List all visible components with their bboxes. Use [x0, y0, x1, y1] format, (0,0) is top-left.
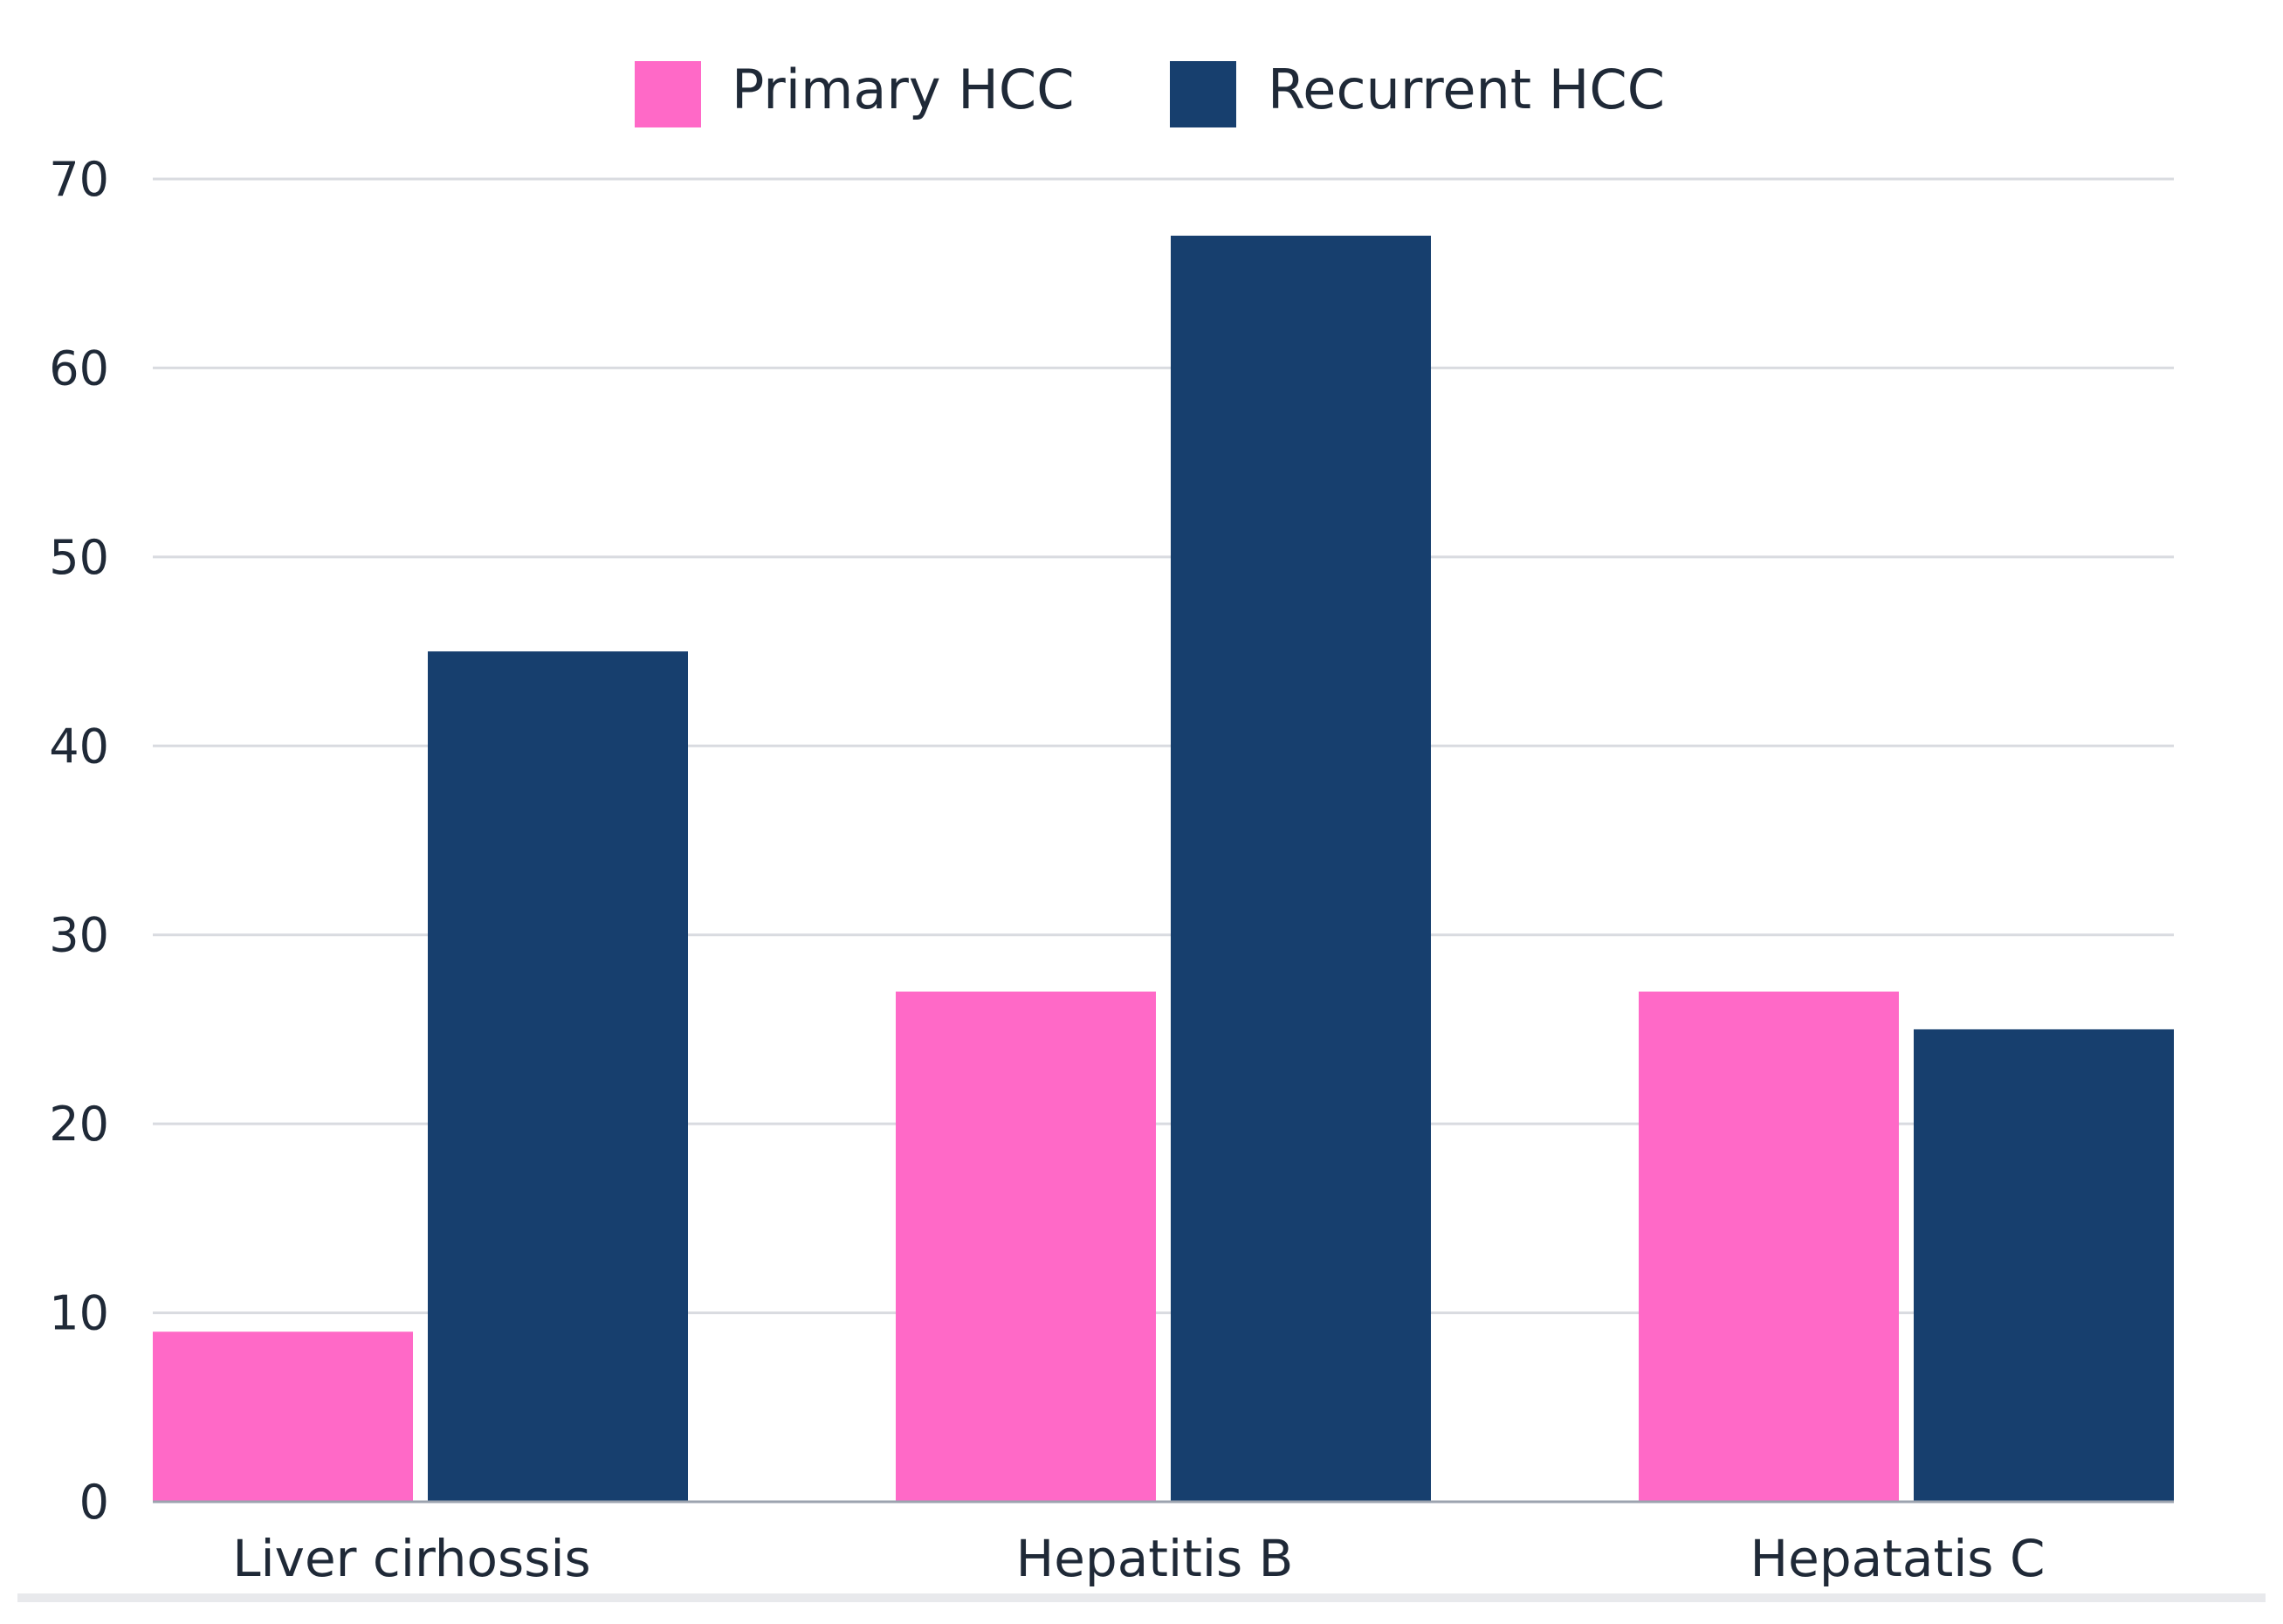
x-category-label: Hepatitis B: [1016, 1529, 1294, 1588]
bar-recurrent-hcc-1: [1171, 235, 1431, 1502]
bar-primary-hcc-0: [153, 1332, 413, 1502]
y-tick-label: 60: [49, 341, 109, 396]
y-tick-label: 10: [49, 1286, 109, 1341]
legend-swatch-1: [1170, 61, 1236, 127]
legend-label-1: Recurrent HCC: [1268, 58, 1665, 121]
x-category-label: Liver cirhossis: [232, 1529, 591, 1588]
y-tick-label: 30: [49, 908, 109, 963]
bar-recurrent-hcc-0: [428, 651, 688, 1502]
legend-label-0: Primary HCC: [732, 58, 1075, 121]
bar-recurrent-hcc-2: [1914, 1029, 2174, 1502]
x-category-label: Hepatatis C: [1750, 1529, 2046, 1588]
bar-primary-hcc-1: [896, 991, 1156, 1502]
y-tick-label: 70: [49, 152, 109, 207]
y-tick-label: 0: [79, 1475, 109, 1530]
bars: [153, 235, 2174, 1502]
legend-swatch-0: [635, 61, 701, 127]
bottom-divider: [17, 1593, 2266, 1602]
y-axis-ticks: 0 10 20 30 40 50 60 70: [49, 152, 109, 1530]
x-axis-categories: Liver cirhossis Hepatitis B Hepatatis C: [232, 1529, 2045, 1588]
y-tick-label: 50: [49, 530, 109, 585]
y-tick-label: 20: [49, 1097, 109, 1152]
bar-primary-hcc-2: [1639, 991, 1899, 1502]
legend: Primary HCC Recurrent HCC: [635, 58, 1665, 127]
y-tick-label: 40: [49, 719, 109, 774]
